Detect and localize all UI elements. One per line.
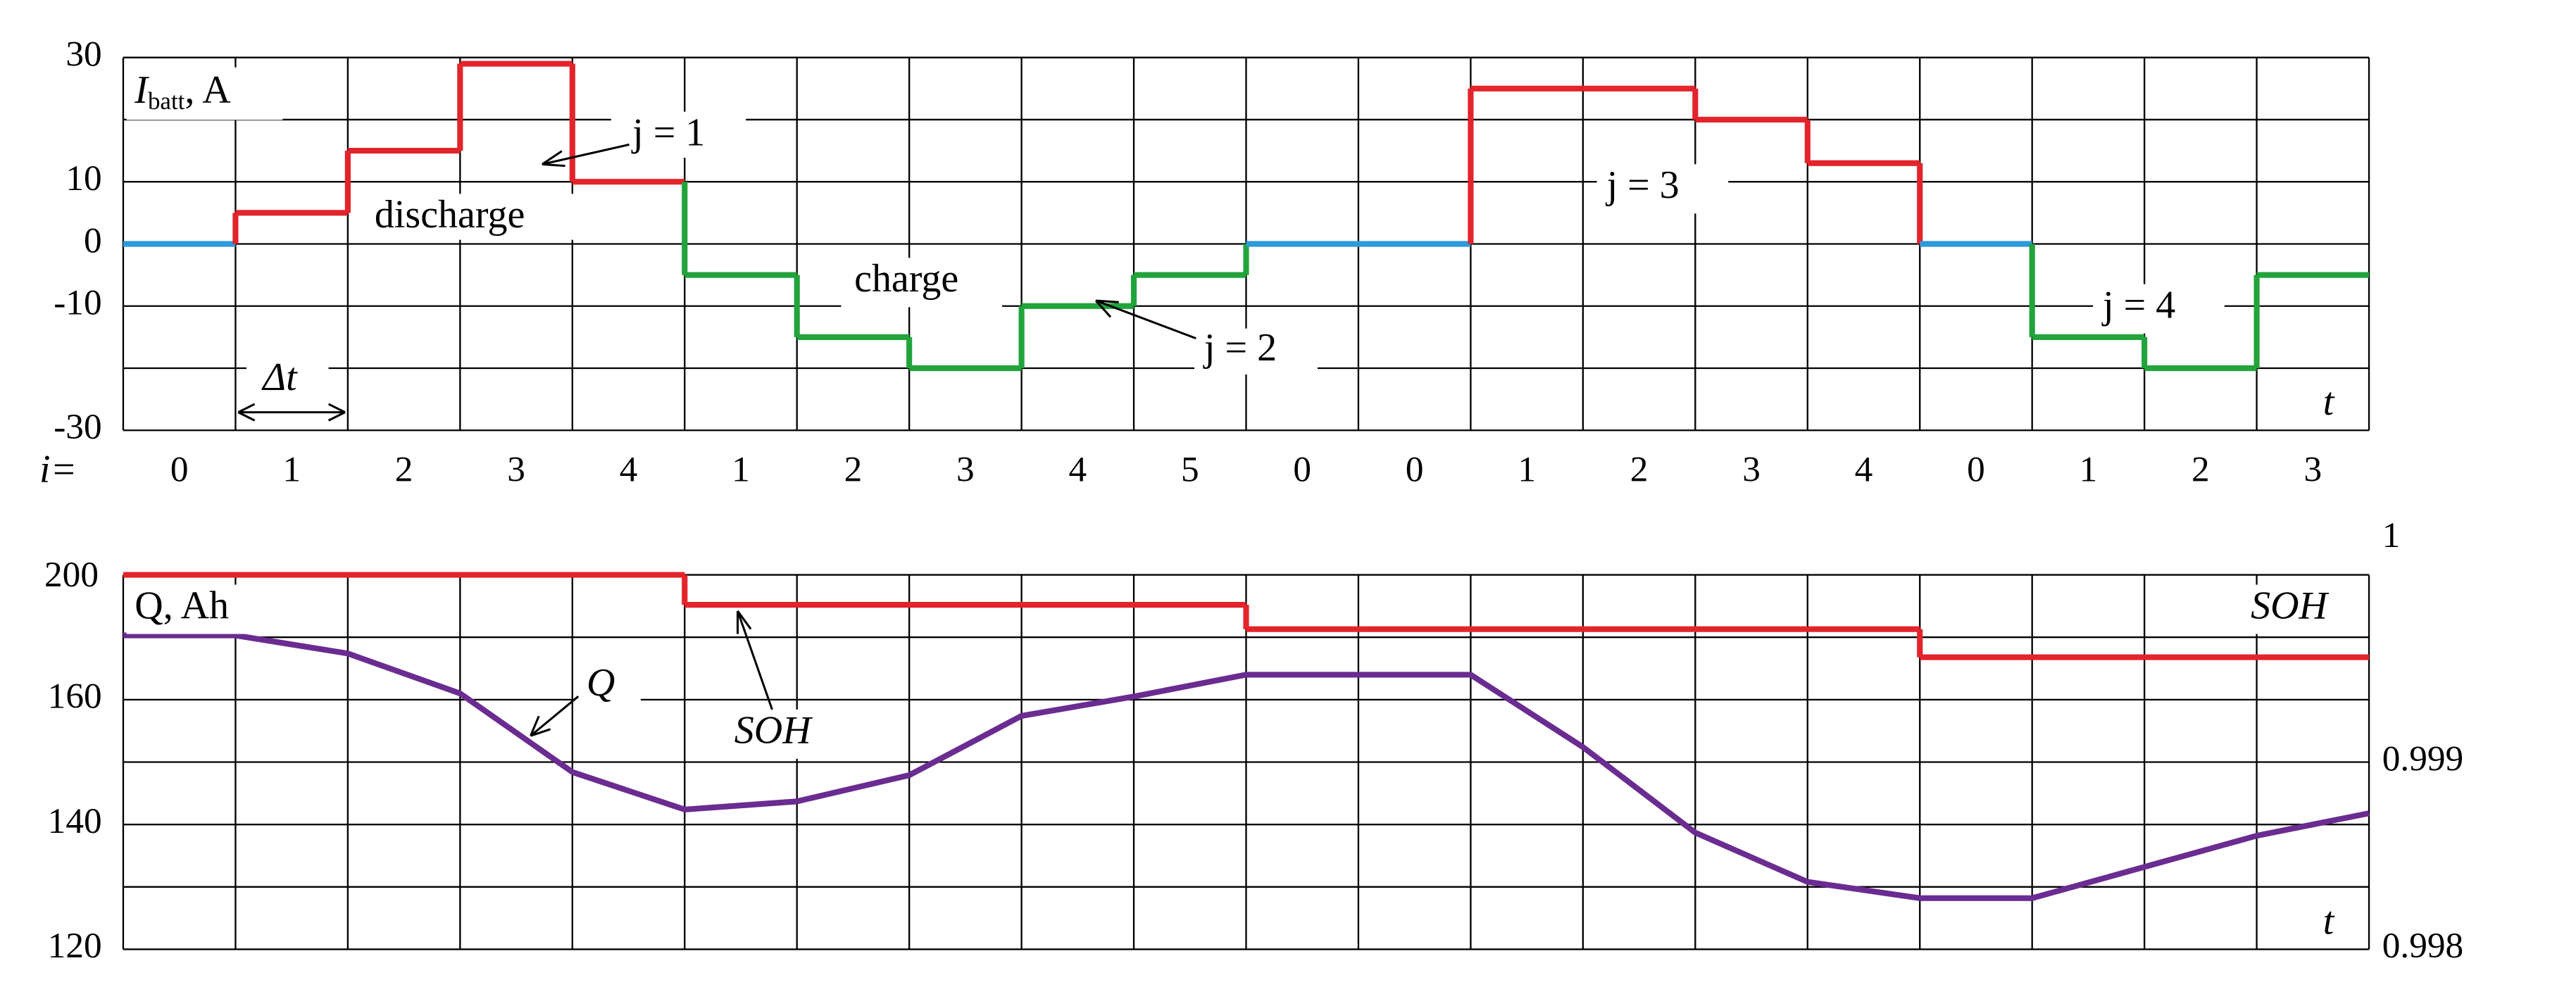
x-category-label: 1 xyxy=(732,450,750,490)
label-box xyxy=(611,111,746,158)
y-tick-label: 140 xyxy=(48,801,102,841)
label-box xyxy=(723,709,842,759)
x-category-label: 3 xyxy=(1742,450,1761,490)
y-tick-label: -10 xyxy=(54,283,101,323)
y-tick-label: 200 xyxy=(44,555,99,595)
x-axis-label: t xyxy=(2323,899,2335,943)
y2-axis-label: SOH xyxy=(2251,584,2329,627)
label-box xyxy=(1194,328,1318,375)
series-line xyxy=(123,632,2370,901)
x-category-label: 2 xyxy=(1630,450,1649,490)
x-category-label: 3 xyxy=(2303,450,2322,490)
x-category-label: 2 xyxy=(844,450,863,490)
y-tick-label: 30 xyxy=(65,34,101,74)
x-category-label: 4 xyxy=(1855,450,1873,490)
x-category-label: 5 xyxy=(1181,450,1199,490)
y-label-sub: batt xyxy=(148,87,185,115)
y2-tick-label: 0.999 xyxy=(2382,738,2463,779)
y-tick-label: 0 xyxy=(84,220,102,260)
arrow xyxy=(736,610,773,710)
x-category-label: 1 xyxy=(2080,450,2098,490)
y-tick-label: 10 xyxy=(65,158,101,199)
x-category-label: 3 xyxy=(507,450,525,490)
label-box xyxy=(126,584,275,634)
x-category-label: 1 xyxy=(282,450,301,490)
annotation-layer: Ibatt, A j = 1 discharge charge j = 2 j … xyxy=(39,67,2363,943)
annotation: j = 4 xyxy=(2101,283,2175,327)
label-box xyxy=(2093,284,2225,334)
label-box xyxy=(575,662,641,712)
y-label-main: I xyxy=(134,68,149,112)
y-tick-label: -30 xyxy=(54,407,101,447)
y-label-unit: , A xyxy=(185,68,231,112)
label-box xyxy=(2237,584,2363,634)
label-box xyxy=(841,258,1003,308)
annotation: j = 2 xyxy=(1203,326,1277,370)
annotation: charge xyxy=(854,257,958,301)
annotation: j = 3 xyxy=(1606,163,1680,207)
annotation: Δt xyxy=(261,356,298,399)
y-axis-label: Ibatt, A xyxy=(134,68,231,115)
x-category-label: 3 xyxy=(956,450,975,490)
arrow xyxy=(530,696,580,737)
grid-layer: 30 10 0 -10 -30 0 1 2 3 4 1 2 3 4 5 0 0 1 2 3 4 0 1 2 3 160 140 120… xyxy=(48,34,2463,966)
dimension-arrow xyxy=(237,403,346,422)
x-category-label: 4 xyxy=(620,450,638,490)
x-category-label: 0 xyxy=(1293,450,1311,490)
annotation: j = 1 xyxy=(631,111,705,155)
x-category-label: 2 xyxy=(2192,450,2210,490)
series-label: Q xyxy=(587,661,615,705)
x-category-label: 1 xyxy=(1518,450,1536,490)
y-tick-label: 160 xyxy=(48,677,102,717)
series-label: SOH xyxy=(734,709,813,753)
x-category-label: 0 xyxy=(1406,450,1424,490)
label-box xyxy=(1596,164,1729,214)
x-category-label: 0 xyxy=(170,450,189,490)
arrow xyxy=(542,143,630,168)
annotation: discharge xyxy=(375,193,525,237)
y-tick-label: 120 xyxy=(48,926,102,966)
x-category-label: 2 xyxy=(395,450,413,490)
y2-tick-label: 0.998 xyxy=(2382,926,2463,966)
label-box xyxy=(246,358,329,404)
x-category-label: 0 xyxy=(1967,450,1985,490)
y2-tick-label: 1 xyxy=(2382,515,2401,555)
x-axis-label: t xyxy=(2323,380,2335,424)
label-box xyxy=(364,194,575,240)
y-axis-label: Q, Ah xyxy=(135,584,229,627)
x-category-label: 4 xyxy=(1069,450,1087,490)
category-axis-label: i= xyxy=(39,448,77,491)
mark-layer xyxy=(123,61,2370,901)
arrow xyxy=(1094,299,1196,340)
label-box xyxy=(126,67,283,120)
